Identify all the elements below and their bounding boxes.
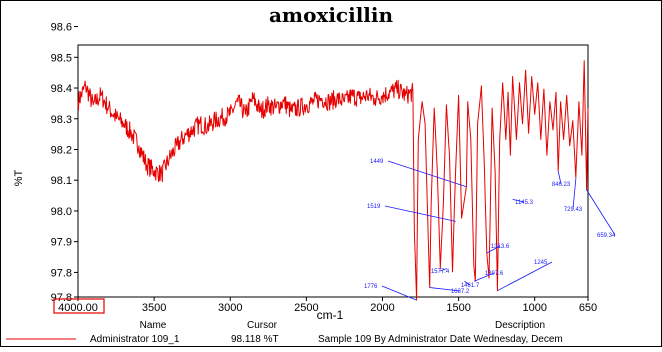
peak-leader-line	[381, 285, 417, 301]
legend-cursor-header: Cursor	[247, 320, 278, 331]
peak-label: 659.34	[597, 233, 616, 239]
y-axis-label: %T	[13, 169, 25, 186]
peak-leader-line	[474, 272, 495, 282]
chart-title: amoxicillin	[269, 3, 394, 27]
peak-leader-line	[430, 287, 461, 292]
x-start-value-box[interactable]	[53, 298, 105, 314]
y-tick-label: 98.0	[51, 206, 72, 218]
peak-leader-line	[557, 170, 562, 185]
y-tick-label: 98.4	[51, 83, 72, 95]
x-tick-label: 2000	[370, 302, 394, 314]
peak-label: 846.23	[552, 182, 571, 188]
peak-label: 1519	[367, 204, 381, 210]
x-tick-label: 3500	[142, 302, 166, 314]
y-tick-label: 98.2	[51, 144, 72, 156]
peak-leader-line	[384, 205, 456, 222]
y-tick-label: 98.1	[51, 175, 72, 187]
peak-label: 1461.7	[461, 283, 480, 289]
spectrum-series	[77, 60, 589, 301]
x-tick-label: 1500	[446, 302, 470, 314]
legend-description: Sample 109 By Administrator Date Wednesd…	[318, 334, 563, 345]
y-axis-ticks: 97.8 97.8 97.9 98.0 98.1 98.2 98.3 98.4 98.5 98.6	[51, 22, 78, 304]
peak-leader-line	[586, 189, 616, 236]
peak-label: 729.43	[564, 207, 583, 213]
x-tick-label: 1000	[522, 302, 546, 314]
peak-label: 1313.6	[491, 244, 510, 250]
x-tick-label: 3000	[218, 302, 242, 314]
peak-label: 1776	[364, 284, 378, 290]
spectrum-line[interactable]	[77, 60, 589, 301]
peak-leader-line	[464, 280, 471, 286]
peak-label: 1397.6	[485, 271, 504, 277]
y-tick-label: 98.6	[51, 22, 72, 34]
legend-name-header: Name	[140, 320, 167, 331]
peak-leader-line	[572, 177, 577, 210]
plot-area	[77, 44, 589, 298]
peak-leader-line	[512, 198, 525, 203]
peak-label: 1449	[370, 159, 384, 165]
x-axis-ticks: 4000.00 3500 3000 2500 2000 1500 1000 650	[58, 297, 597, 314]
legend-series-name[interactable]: Administrator 109_1	[90, 334, 180, 345]
y-tick-label: 97.9	[51, 237, 72, 249]
peak-label: 1245	[534, 260, 548, 266]
legend-description-header: Description	[495, 320, 545, 331]
x-tick-label: 4000.00	[58, 302, 98, 314]
legend-panel: Name Cursor Description Administrator 10…	[6, 320, 563, 345]
x-axis-label: cm-1	[317, 308, 344, 322]
x-tick-label: 650	[579, 302, 597, 314]
peak-leader-line	[387, 160, 467, 188]
peak-leader-line	[486, 245, 501, 254]
peak-leader-line	[439, 268, 448, 272]
y-tick-label: 98.3	[51, 114, 72, 126]
legend-cursor-value: 98.118 %T	[231, 334, 279, 345]
peak-leader-line	[497, 261, 553, 292]
peak-label: 1687.2	[451, 289, 470, 295]
peak-label: 1145.3	[515, 200, 534, 206]
peak-label: 1577.4	[431, 269, 450, 275]
x-tick-label: 2500	[294, 302, 318, 314]
y-tick-label: 97.8	[51, 267, 72, 279]
y-tick-label: 98.5	[51, 52, 72, 64]
y-tick-label: 97.8	[51, 292, 72, 304]
